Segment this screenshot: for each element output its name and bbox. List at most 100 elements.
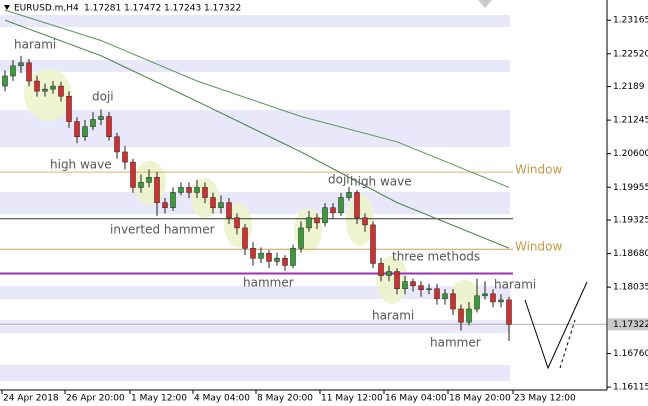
y-tick-label: 1.23165 bbox=[613, 16, 648, 26]
candle-body bbox=[402, 281, 408, 289]
x-tick-label: 8 May 20:00 bbox=[257, 394, 313, 404]
candle-body bbox=[322, 207, 328, 224]
candle-body bbox=[210, 197, 216, 208]
candle-body bbox=[434, 288, 440, 300]
x-tick-label: 23 May 12:00 bbox=[514, 394, 576, 404]
candle-body bbox=[298, 227, 304, 249]
candle-body bbox=[426, 288, 432, 290]
candle-body bbox=[122, 151, 128, 163]
header-value: 1.17243 bbox=[164, 4, 201, 14]
band bbox=[0, 192, 510, 214]
candle-body bbox=[266, 253, 272, 262]
pattern-label: doji bbox=[92, 90, 114, 104]
pattern-label: hammer bbox=[243, 276, 294, 290]
x-tick-label: 18 May 20:00 bbox=[449, 394, 511, 404]
x-tick-label: 11 May 12:00 bbox=[321, 394, 383, 404]
highlight bbox=[376, 256, 408, 304]
pattern-label: high wave bbox=[350, 175, 412, 189]
y-tick-label: 1.2189 bbox=[613, 82, 645, 92]
menu-arrow[interactable] bbox=[4, 5, 10, 10]
candle-body bbox=[2, 75, 8, 87]
candle-body bbox=[330, 207, 336, 213]
candle-body bbox=[66, 95, 72, 122]
symbol: EURUSD.m,H4 bbox=[14, 4, 79, 14]
level-label: Window bbox=[515, 163, 563, 177]
candle-body bbox=[282, 258, 288, 266]
candle-body bbox=[458, 308, 464, 323]
scroll-marker bbox=[478, 0, 492, 8]
candle-body bbox=[106, 116, 112, 137]
candle-body bbox=[226, 202, 232, 219]
candle-body bbox=[338, 197, 344, 213]
moving-average bbox=[4, 19, 510, 249]
candle-body bbox=[378, 263, 384, 276]
highlight bbox=[449, 280, 481, 316]
projection-line bbox=[524, 281, 588, 370]
pattern-label: three methods bbox=[392, 250, 480, 264]
candle-body bbox=[418, 285, 424, 290]
band bbox=[0, 320, 510, 333]
candle-body bbox=[234, 217, 240, 229]
candle-body bbox=[154, 177, 160, 203]
candle-body bbox=[82, 126, 88, 137]
pattern-label: high wave bbox=[50, 158, 112, 172]
candle-body bbox=[386, 271, 392, 276]
header-value: 1.17472 bbox=[124, 4, 161, 14]
candle-body bbox=[170, 192, 176, 208]
current-price-label: 1.17322 bbox=[613, 320, 648, 330]
moving-average bbox=[4, 9, 510, 188]
candle-body bbox=[130, 161, 136, 188]
plot bbox=[0, 9, 607, 342]
x-tick-label: 26 Apr 20:00 bbox=[66, 394, 125, 404]
candle-body bbox=[474, 295, 480, 310]
candle-body bbox=[90, 119, 96, 127]
candle-body bbox=[42, 88, 48, 92]
candle-body bbox=[482, 293, 488, 297]
candle-body bbox=[394, 271, 400, 289]
candle-body bbox=[410, 281, 416, 286]
y-tick-label: 1.18680 bbox=[613, 249, 648, 259]
y-tick-label: 1.22520 bbox=[613, 49, 648, 59]
band bbox=[0, 365, 510, 381]
band bbox=[0, 15, 510, 27]
candle-body bbox=[306, 217, 312, 229]
candle-body bbox=[138, 182, 144, 188]
candle-body bbox=[146, 177, 152, 183]
candle-body bbox=[98, 116, 104, 120]
y-tick-label: 1.21245 bbox=[613, 116, 648, 126]
candle-body bbox=[370, 224, 376, 264]
y-tick-label: 1.19325 bbox=[613, 216, 648, 226]
candle-body bbox=[362, 217, 368, 226]
current-price-box bbox=[608, 318, 648, 331]
candle-body bbox=[274, 258, 280, 262]
candle-body bbox=[26, 62, 32, 82]
highlight bbox=[294, 208, 322, 252]
candle-body bbox=[490, 293, 496, 303]
candle-body bbox=[202, 187, 208, 198]
candle-body bbox=[466, 308, 472, 323]
candle-body bbox=[442, 293, 448, 300]
bands bbox=[0, 15, 510, 381]
candle-body bbox=[354, 192, 360, 219]
pattern-label: hammer bbox=[430, 336, 481, 350]
candle-body bbox=[258, 253, 264, 259]
candle-body bbox=[314, 217, 320, 224]
candle-body bbox=[186, 187, 192, 193]
pattern-label: harami bbox=[494, 278, 536, 292]
projection-dash bbox=[559, 319, 576, 369]
pattern-label: harami bbox=[14, 38, 56, 52]
candle-body bbox=[162, 202, 168, 208]
band bbox=[0, 60, 510, 72]
candle-body bbox=[10, 65, 16, 77]
candle-body bbox=[506, 299, 512, 325]
pattern-label: harami bbox=[372, 309, 414, 323]
y-tick-label: 1.19955 bbox=[613, 183, 648, 193]
candle-body bbox=[34, 80, 40, 92]
candle-body bbox=[50, 85, 56, 90]
x-tick-label: 24 Apr 2018 bbox=[3, 394, 59, 404]
header-value: 1.17322 bbox=[204, 4, 241, 14]
candle-body bbox=[242, 227, 248, 249]
candle-body bbox=[218, 202, 224, 208]
y-tick-label: 1.20600 bbox=[613, 149, 648, 159]
